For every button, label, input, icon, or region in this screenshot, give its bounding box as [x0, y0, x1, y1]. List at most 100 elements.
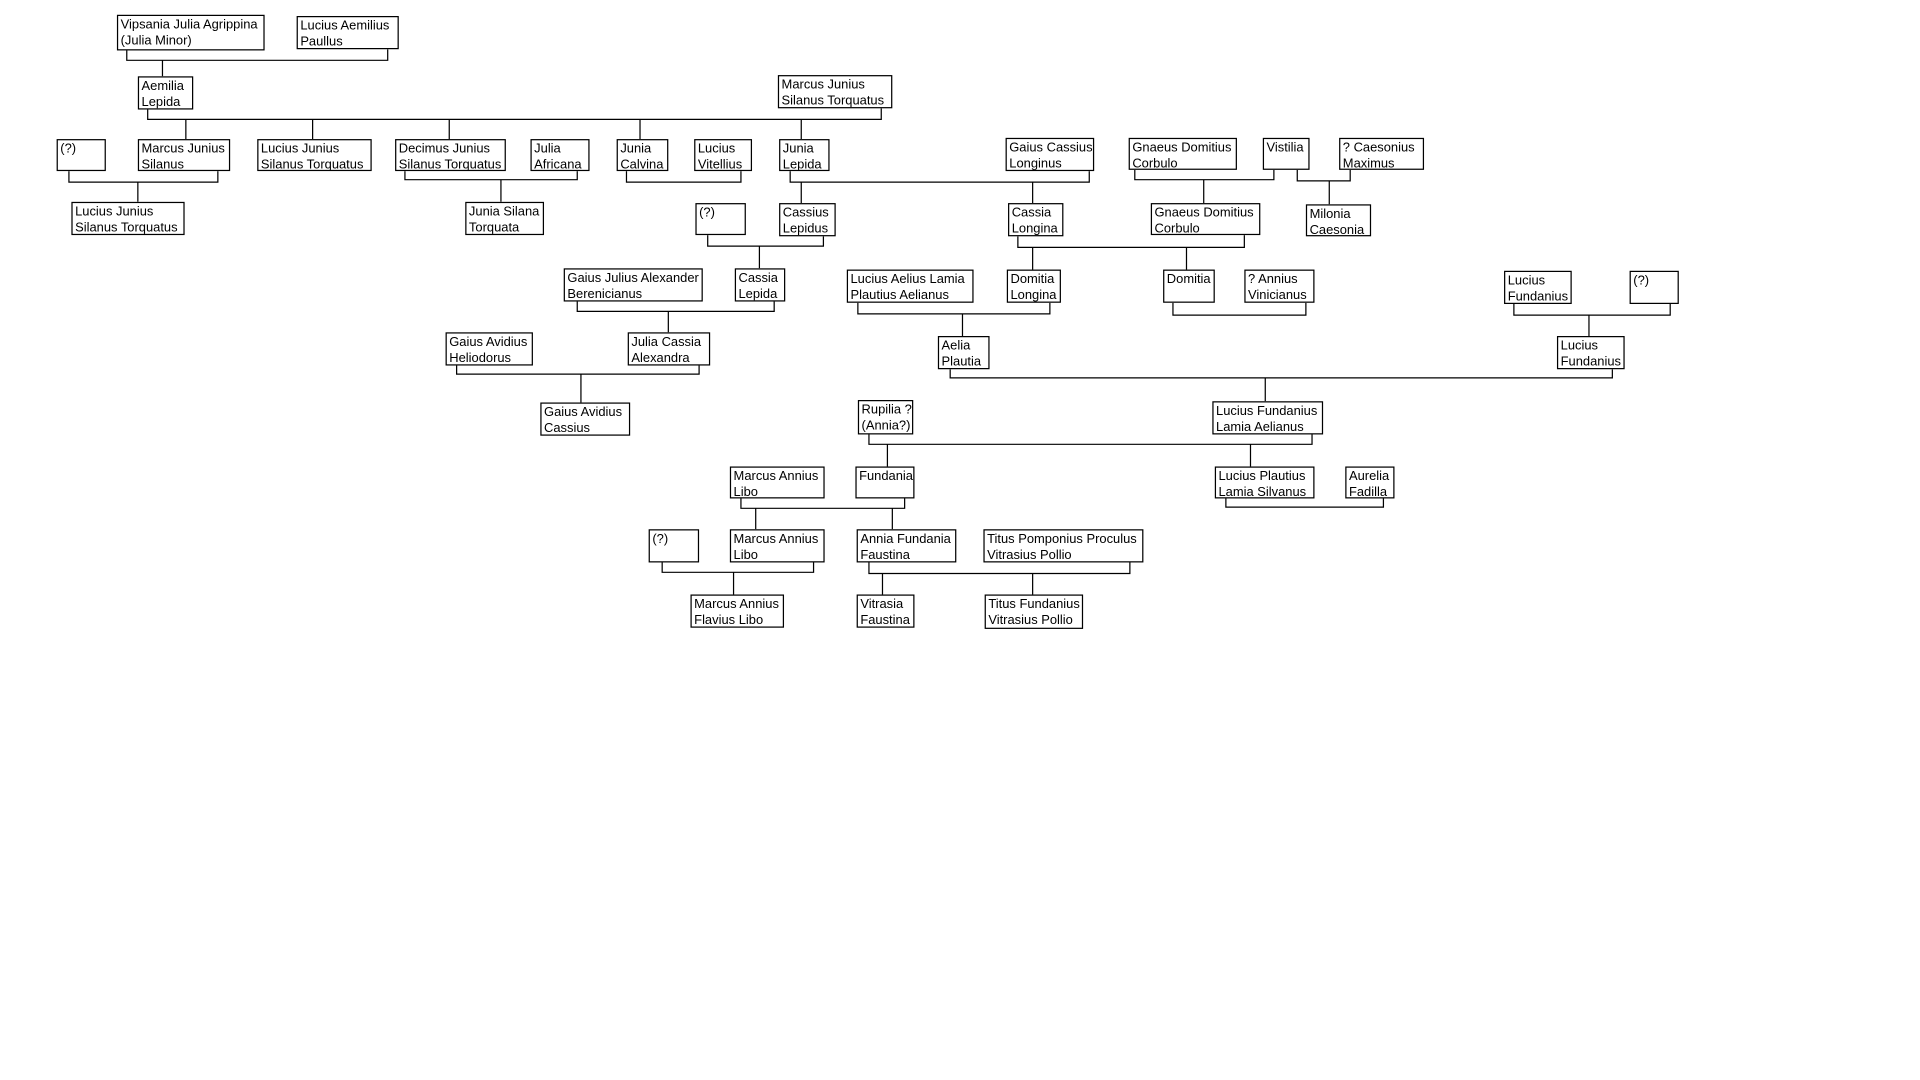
person-name-line1: Junia Silana	[468, 204, 540, 220]
person-name-line1: Annia Fundania	[860, 531, 951, 547]
person-name-line2: Paullus	[300, 33, 343, 49]
person-box[interactable]: Marcus Annius Libo	[729, 529, 825, 563]
marriage-connector	[949, 369, 1613, 379]
person-box[interactable]: Junia Calvina	[616, 139, 669, 172]
person-box[interactable]: Gaius Cassius Longinus	[1005, 137, 1095, 172]
person-box[interactable]: (?)	[695, 203, 746, 236]
person-box[interactable]: Domitia Longina	[1006, 269, 1061, 303]
person-box[interactable]: Lucius Junius Silanus Torquatus	[257, 139, 372, 172]
person-name-line2: Fundanius	[1560, 353, 1622, 369]
person-box[interactable]: Julia Africana	[530, 139, 590, 172]
person-box[interactable]: Domitia	[1163, 269, 1215, 303]
person-name-line2: Vitrasius Pollio	[988, 612, 1073, 628]
marriage-connector	[1225, 498, 1385, 508]
person-box[interactable]: Lucius Aelius Lamia Plautius Aelianus	[846, 269, 974, 303]
person-name-line2: Caesonia	[1309, 222, 1365, 237]
person-name-line1: Lucius	[1507, 273, 1546, 289]
person-name-line1: Rupilia ?	[861, 402, 912, 418]
person-box[interactable]: (?)	[648, 529, 700, 563]
person-box[interactable]: Titus Fundanius Vitrasius Pollio	[984, 594, 1084, 629]
person-box[interactable]: Marcus Junius Silanus Torquatus	[777, 75, 893, 109]
marriage-connector	[625, 171, 742, 183]
marriage-connector	[68, 171, 219, 183]
person-name-line2: Flavius Libo	[694, 612, 764, 628]
person-name-line2: Lepida	[738, 286, 778, 301]
person-box[interactable]: Titus Pomponius Proculus Vitrasius Pollio	[983, 529, 1144, 563]
person-name-line2: Faustina	[860, 612, 910, 628]
person-box[interactable]: Annia Fundania Faustina	[856, 529, 957, 563]
person-name-line1: Cassius	[782, 205, 829, 221]
person-box[interactable]: Junia Lepida	[779, 139, 830, 172]
person-box[interactable]: Lucius Aemilius Paullus	[296, 16, 399, 50]
person-name-line1: Aemilia	[141, 78, 184, 94]
person-box[interactable]: (?)	[1629, 270, 1679, 305]
person-box[interactable]: Rupilia ? (Annia?)	[857, 400, 914, 435]
person-box[interactable]: Vitrasia Faustina	[856, 594, 915, 628]
person-box[interactable]: Marcus Annius Libo	[729, 466, 825, 499]
person-name-line2: Libo	[733, 484, 758, 499]
person-name-line2: Torquata	[468, 219, 520, 235]
person-name-line1: Julia Cassia	[631, 334, 702, 350]
person-box[interactable]: Aelia Plautia	[937, 336, 990, 370]
person-name-line1: Domitia	[1010, 272, 1055, 287]
person-box[interactable]: Lucius Fundanius Lamia Aelianus	[1212, 401, 1324, 435]
person-name-line1: Cassia	[738, 270, 779, 286]
marriage-connector	[576, 301, 775, 313]
person-box[interactable]: Lucius Junius Silanus Torquatus	[71, 201, 185, 236]
person-box[interactable]: Aurelia Fadilla	[1345, 466, 1395, 499]
person-box[interactable]: Vistilia	[1262, 137, 1310, 170]
person-name-line2: Corbulo	[1132, 155, 1178, 170]
person-box[interactable]: Gnaeus Domitius Corbulo	[1150, 203, 1261, 236]
person-name-line2: Longinus	[1009, 155, 1062, 171]
person-name-line2: Vinicianus	[1248, 287, 1307, 303]
person-box[interactable]: Gaius Julius Alexander Berenicianus	[563, 268, 703, 302]
person-box[interactable]: Julia Cassia Alexandra	[627, 332, 711, 366]
person-name-line2: Corbulo	[1154, 220, 1200, 236]
person-name-line2: Lamia Silvanus	[1218, 484, 1307, 499]
person-name-line2: Longina	[1010, 287, 1057, 303]
marriage-connector	[1017, 235, 1245, 249]
person-name-line1: Marcus Junius	[141, 141, 225, 157]
person-box[interactable]: ? Annius Vinicianus	[1244, 269, 1315, 303]
person-name-line1: Vipsania Julia Agrippina	[120, 17, 258, 33]
person-box[interactable]: Gaius Avidius Cassius	[540, 402, 631, 436]
person-name-line1: Gaius Avidius	[449, 334, 528, 350]
person-name-line2: Silanus Torquatus	[781, 92, 885, 108]
person-name-line2: Calvina	[620, 156, 664, 172]
person-name-line2: Vitrasius Pollio	[987, 547, 1072, 562]
person-box[interactable]: Fundania	[855, 466, 915, 499]
person-name-line1: Junia	[620, 141, 652, 157]
marriage-connector	[707, 235, 825, 247]
person-name-line1: Marcus Annius	[694, 596, 779, 612]
person-box[interactable]: Marcus Junius Silanus	[137, 139, 231, 172]
marriage-connector	[789, 171, 1090, 183]
person-name-line1: Aurelia	[1348, 468, 1390, 484]
person-box[interactable]: Lucius Fundanius	[1556, 336, 1625, 370]
person-name-line1: Vitrasia	[860, 596, 904, 612]
person-box[interactable]: Gaius Avidius Heliodorus	[445, 332, 533, 366]
person-box[interactable]: Marcus Annius Flavius Libo	[690, 594, 785, 628]
person-box[interactable]: Cassia Longina	[1008, 203, 1064, 237]
person-box[interactable]: Vipsania Julia Agrippina (Julia Minor)	[116, 14, 265, 51]
person-name-line2: Silanus Torquatus	[260, 156, 364, 172]
person-box[interactable]: Cassia Lepida	[734, 268, 786, 302]
person-box[interactable]: Lucius Plautius Lamia Silvanus	[1214, 466, 1315, 499]
person-box[interactable]: Lucius Fundanius	[1504, 270, 1572, 305]
person-name-line2: Silanus Torquatus	[398, 156, 502, 172]
person-box[interactable]: Junia Silana Torquata	[465, 201, 545, 236]
person-box[interactable]: (?)	[56, 139, 106, 172]
person-name-line1: Gaius Julius Alexander	[567, 270, 699, 286]
person-box[interactable]: Aemilia Lepida	[137, 76, 194, 110]
person-name-line1: Gaius Cassius	[1009, 140, 1093, 156]
person-name-line1: (?)	[652, 531, 669, 547]
person-box[interactable]: Lucius Vitellius	[694, 139, 753, 172]
person-box[interactable]: Decimus Junius Silanus Torquatus	[395, 139, 506, 172]
marriage-connector	[126, 49, 389, 61]
person-box[interactable]: Gnaeus Domitius Corbulo	[1128, 137, 1237, 170]
person-box[interactable]: Cassius Lepidus	[779, 203, 836, 237]
person-box[interactable]: Milonia Caesonia	[1305, 204, 1372, 237]
person-box[interactable]: ? Caesonius Maximus	[1339, 137, 1425, 170]
person-name-line1: Fundania	[859, 468, 914, 484]
